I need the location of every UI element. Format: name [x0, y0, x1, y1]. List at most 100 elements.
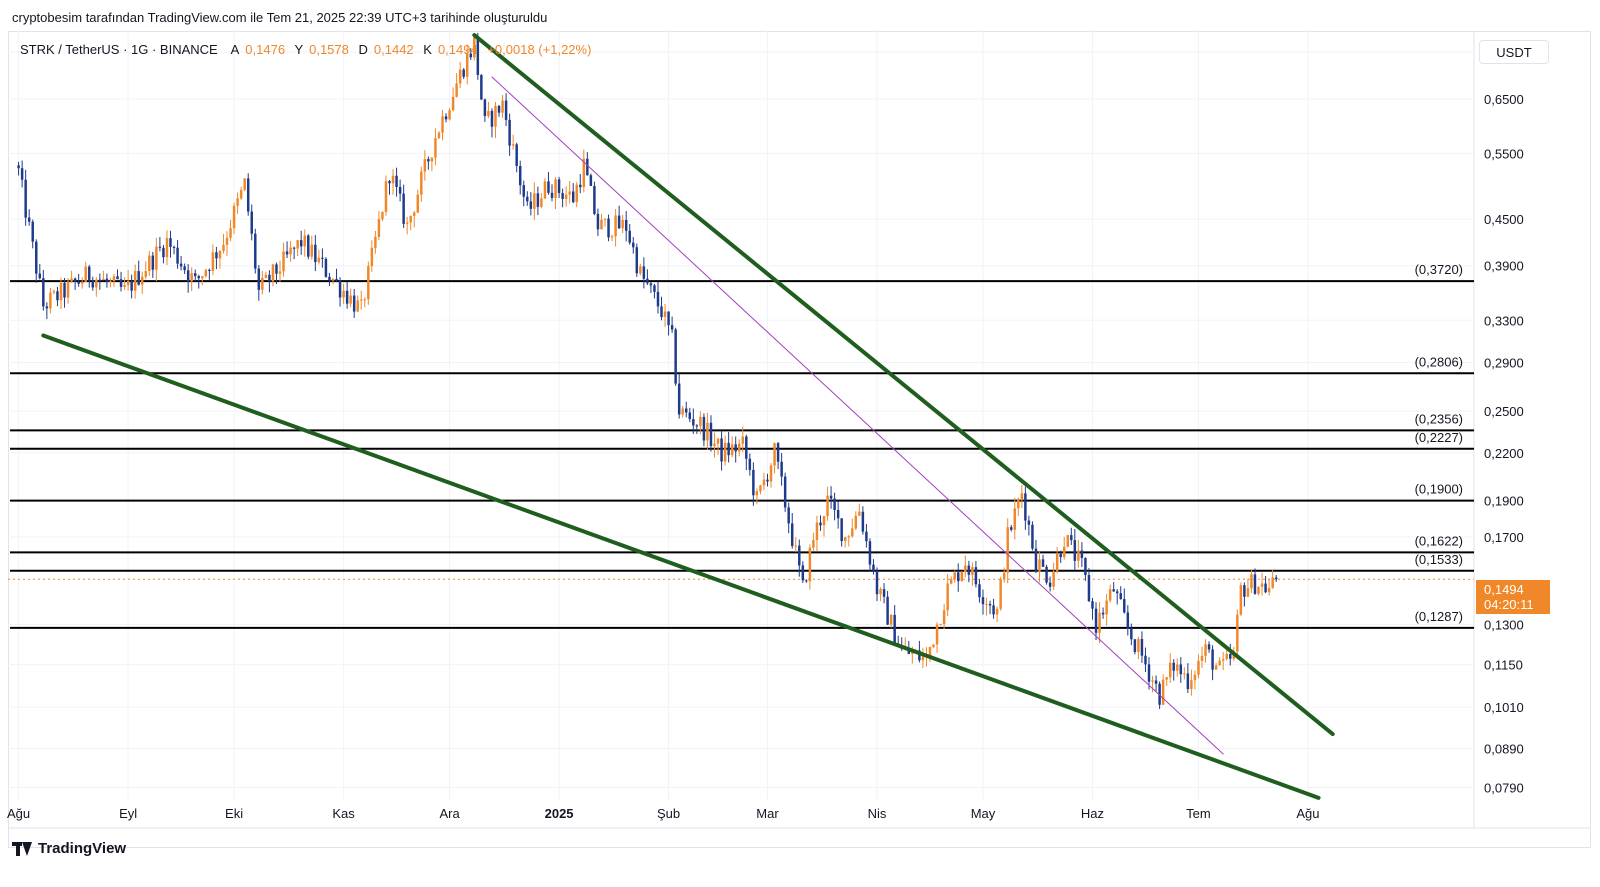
candle-body [437, 132, 441, 139]
candle-body [766, 479, 769, 482]
candle-body [52, 291, 56, 293]
candle-body [24, 179, 27, 218]
trendline-inner-channel [491, 76, 1224, 755]
candle-body [335, 278, 338, 281]
candle-body [808, 547, 812, 582]
candle-body [98, 279, 102, 281]
candle-body [275, 264, 278, 274]
candle-body [391, 175, 395, 184]
candle-body [1257, 586, 1260, 594]
candle-body [882, 589, 886, 597]
candle-body [999, 579, 1002, 609]
candle-body [610, 236, 614, 238]
candle-body [985, 604, 988, 606]
candle-body [1158, 683, 1161, 705]
candle-body [1031, 524, 1034, 549]
candle-body [1098, 612, 1101, 633]
candle-body [656, 291, 660, 307]
candle-body [229, 228, 232, 238]
candle-body [745, 436, 748, 459]
candle-body [1147, 664, 1151, 682]
candle-body [826, 495, 829, 517]
candle-body [250, 211, 253, 234]
candle-body [405, 222, 409, 224]
candle-body [547, 181, 550, 193]
candle-body [84, 266, 87, 282]
candle-body [935, 624, 939, 645]
candle-body [543, 181, 547, 199]
candle-body [225, 237, 229, 245]
candle-body [1165, 677, 1168, 680]
candle-body [776, 443, 780, 462]
candle-body [713, 443, 716, 447]
candle-body [875, 570, 879, 595]
candle-body [589, 175, 593, 186]
tradingview-brand[interactable]: TradingView [12, 840, 126, 857]
candle-body [518, 166, 522, 186]
candle-body [561, 193, 564, 199]
candle-body [455, 83, 458, 97]
candle-body [434, 138, 437, 158]
candle-body [737, 443, 741, 452]
candle-body [257, 268, 261, 290]
candle-body [1161, 679, 1165, 705]
candle-body [995, 608, 999, 615]
candle-body [872, 564, 875, 571]
candle-body [144, 271, 148, 277]
candle-body [932, 644, 935, 647]
candle-body [254, 233, 257, 269]
y-tick-label: 0,3900 [1484, 259, 1524, 274]
candle-body [1045, 566, 1048, 583]
candle-body [759, 485, 762, 492]
candle-body [91, 279, 95, 288]
candle-body [45, 306, 49, 309]
trendline-upper-falling-wedge [472, 33, 1335, 737]
candle-body [624, 219, 628, 231]
candle-body [402, 193, 405, 224]
legend-symbol[interactable]: STRK / TetherUS · 1G · BINANCE [20, 42, 218, 57]
candle-body [1027, 520, 1031, 525]
candle-body [441, 116, 444, 133]
candle-body [27, 217, 31, 222]
candle-body [73, 278, 77, 282]
candle-body [790, 523, 794, 546]
candle-body [476, 37, 480, 75]
horizontal-levels: (0,3720) (0,2806) (0,2356) (0,2227) (0,1900)… [10, 262, 1474, 629]
candle-body [352, 295, 356, 312]
axis-unit-button[interactable]: USDT [1479, 40, 1549, 64]
candle-body [971, 567, 974, 575]
ohlc-legend: STRK / TetherUS · 1G · BINANCE A 0,1476 Y… [20, 42, 597, 57]
candle-body [119, 279, 123, 287]
x-tick-label: Tem [1186, 806, 1211, 821]
candle-body [1186, 673, 1190, 690]
candle-body [635, 247, 639, 274]
legend-low-label: D [358, 42, 368, 57]
candle-body [222, 244, 225, 251]
candle-body [360, 299, 363, 301]
candle-body [557, 179, 561, 194]
candle-body [66, 281, 70, 298]
y-tick-label: 0,2200 [1484, 446, 1524, 461]
candle-body [1020, 493, 1024, 501]
candle-body [381, 211, 384, 220]
candle-body [1211, 649, 1214, 670]
candle-body [416, 194, 420, 213]
candle-body [805, 580, 808, 582]
candle-body [646, 278, 649, 284]
level-label: (0,1287) [1415, 609, 1463, 624]
candle-body [458, 69, 462, 84]
candle-body [794, 545, 797, 547]
candle-body [480, 74, 483, 100]
candle-body [239, 189, 243, 199]
candle-body [215, 252, 218, 259]
time-axis: Ağu Eyl Eki Kas Ara 2025 Şub Mar Nis May Haz Tem Ağu [7, 806, 1320, 821]
candle-body [617, 215, 621, 229]
last-price-value: 0,1494 [1484, 582, 1524, 597]
level-label: (0,2806) [1415, 354, 1463, 369]
candle-body [501, 100, 504, 113]
candle-body [1218, 660, 1221, 666]
candle-body [497, 105, 501, 113]
legend-open-label: A [230, 42, 240, 57]
candle-body [992, 605, 995, 615]
